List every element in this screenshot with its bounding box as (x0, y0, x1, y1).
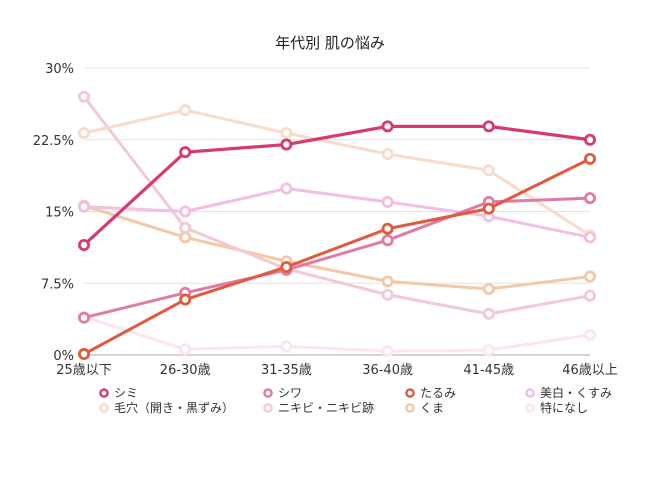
data-point (381, 275, 394, 288)
y-axis: 0% 7.5% 15% 22.5% 30% (33, 62, 74, 364)
legend-label: 美白・くすみ (540, 385, 612, 400)
series-4 (78, 182, 597, 244)
data-point (482, 164, 495, 177)
legend-item: 美白・くすみ (525, 385, 612, 400)
data-point (179, 146, 192, 159)
data-point (179, 343, 192, 356)
legend-label: たるみ (420, 386, 456, 400)
data-point (179, 293, 192, 306)
data-point (584, 270, 597, 283)
y-tick-label: 30% (45, 62, 74, 77)
legend-item: シミ (99, 386, 138, 400)
legend-item: シワ (263, 386, 302, 400)
data-point (584, 328, 597, 341)
series-6 (78, 90, 597, 320)
x-tick-label: 25歳以下 (56, 363, 112, 378)
data-point (179, 104, 192, 117)
x-tick-label: 36-40歳 (362, 363, 413, 378)
series-1 (78, 120, 597, 251)
legend-marker (405, 403, 415, 413)
data-point (482, 202, 495, 215)
data-point (78, 90, 91, 103)
series-5 (78, 104, 597, 242)
data-point (179, 205, 192, 218)
data-point (381, 234, 394, 247)
x-tick-label: 46歳以上 (562, 363, 618, 378)
legend-label: シワ (278, 386, 302, 400)
data-point (584, 289, 597, 302)
data-point (78, 238, 91, 251)
data-point (482, 120, 495, 133)
x-axis: 25歳以下 26-30歳 31-35歳 36-40歳 41-45歳 46歳以上 (56, 363, 618, 378)
legend-marker (263, 388, 273, 398)
series-line (82, 315, 592, 353)
legend-marker (525, 403, 535, 413)
data-point (584, 231, 597, 244)
data-point (381, 345, 394, 358)
series-line (82, 108, 592, 237)
series-line (82, 187, 592, 239)
legend-item: 特になし (525, 400, 588, 415)
legend-marker (99, 403, 109, 413)
data-point (482, 344, 495, 357)
legend-item: 毛穴（開き・黒ずみ） (99, 400, 234, 415)
y-tick-label: 15% (45, 206, 74, 221)
series-8 (78, 310, 597, 358)
data-point (280, 127, 293, 140)
data-point (78, 311, 91, 324)
data-point (78, 200, 91, 213)
y-tick-label: 7.5% (41, 277, 74, 292)
data-point (482, 282, 495, 295)
data-point (482, 307, 495, 320)
data-point (381, 120, 394, 133)
series-line (82, 124, 592, 247)
series-3 (78, 152, 597, 361)
legend-item: ニキビ・ニキビ跡 (263, 400, 374, 415)
data-point (280, 340, 293, 353)
legend-marker (263, 403, 273, 413)
legend-marker (525, 388, 535, 398)
data-point (78, 127, 91, 140)
data-point (584, 152, 597, 165)
data-point (78, 348, 91, 361)
data-point (280, 260, 293, 273)
series-line (82, 157, 592, 356)
legend-label: ニキビ・ニキビ跡 (278, 400, 374, 415)
legend-label: くま (420, 401, 444, 415)
legend-marker (405, 388, 415, 398)
series-lines (78, 90, 597, 361)
y-tick-label: 22.5% (33, 134, 74, 149)
legend-item: くま (405, 401, 444, 415)
legend-marker (99, 388, 109, 398)
data-point (381, 195, 394, 208)
x-tick-label: 31-35歳 (261, 363, 312, 378)
data-point (179, 221, 192, 234)
data-point (381, 222, 394, 235)
legend-label: 特になし (540, 400, 588, 415)
legend-item: たるみ (405, 386, 456, 400)
data-point (381, 148, 394, 161)
series-2 (78, 192, 597, 324)
series-line (82, 196, 592, 320)
data-point (179, 231, 192, 244)
y-tick-label: 0% (53, 349, 74, 364)
x-tick-label: 41-45歳 (463, 363, 514, 378)
series-line (82, 95, 592, 316)
chart-title: 年代別 肌の悩み (275, 34, 385, 52)
data-point (381, 288, 394, 301)
data-point (584, 133, 597, 146)
data-point (280, 138, 293, 151)
data-point (584, 192, 597, 205)
series-line (82, 204, 592, 291)
x-tick-label: 26-30歳 (160, 363, 211, 378)
legend-label: 毛穴（開き・黒ずみ） (114, 400, 234, 415)
data-point (280, 182, 293, 195)
legend-label: シミ (114, 386, 138, 400)
